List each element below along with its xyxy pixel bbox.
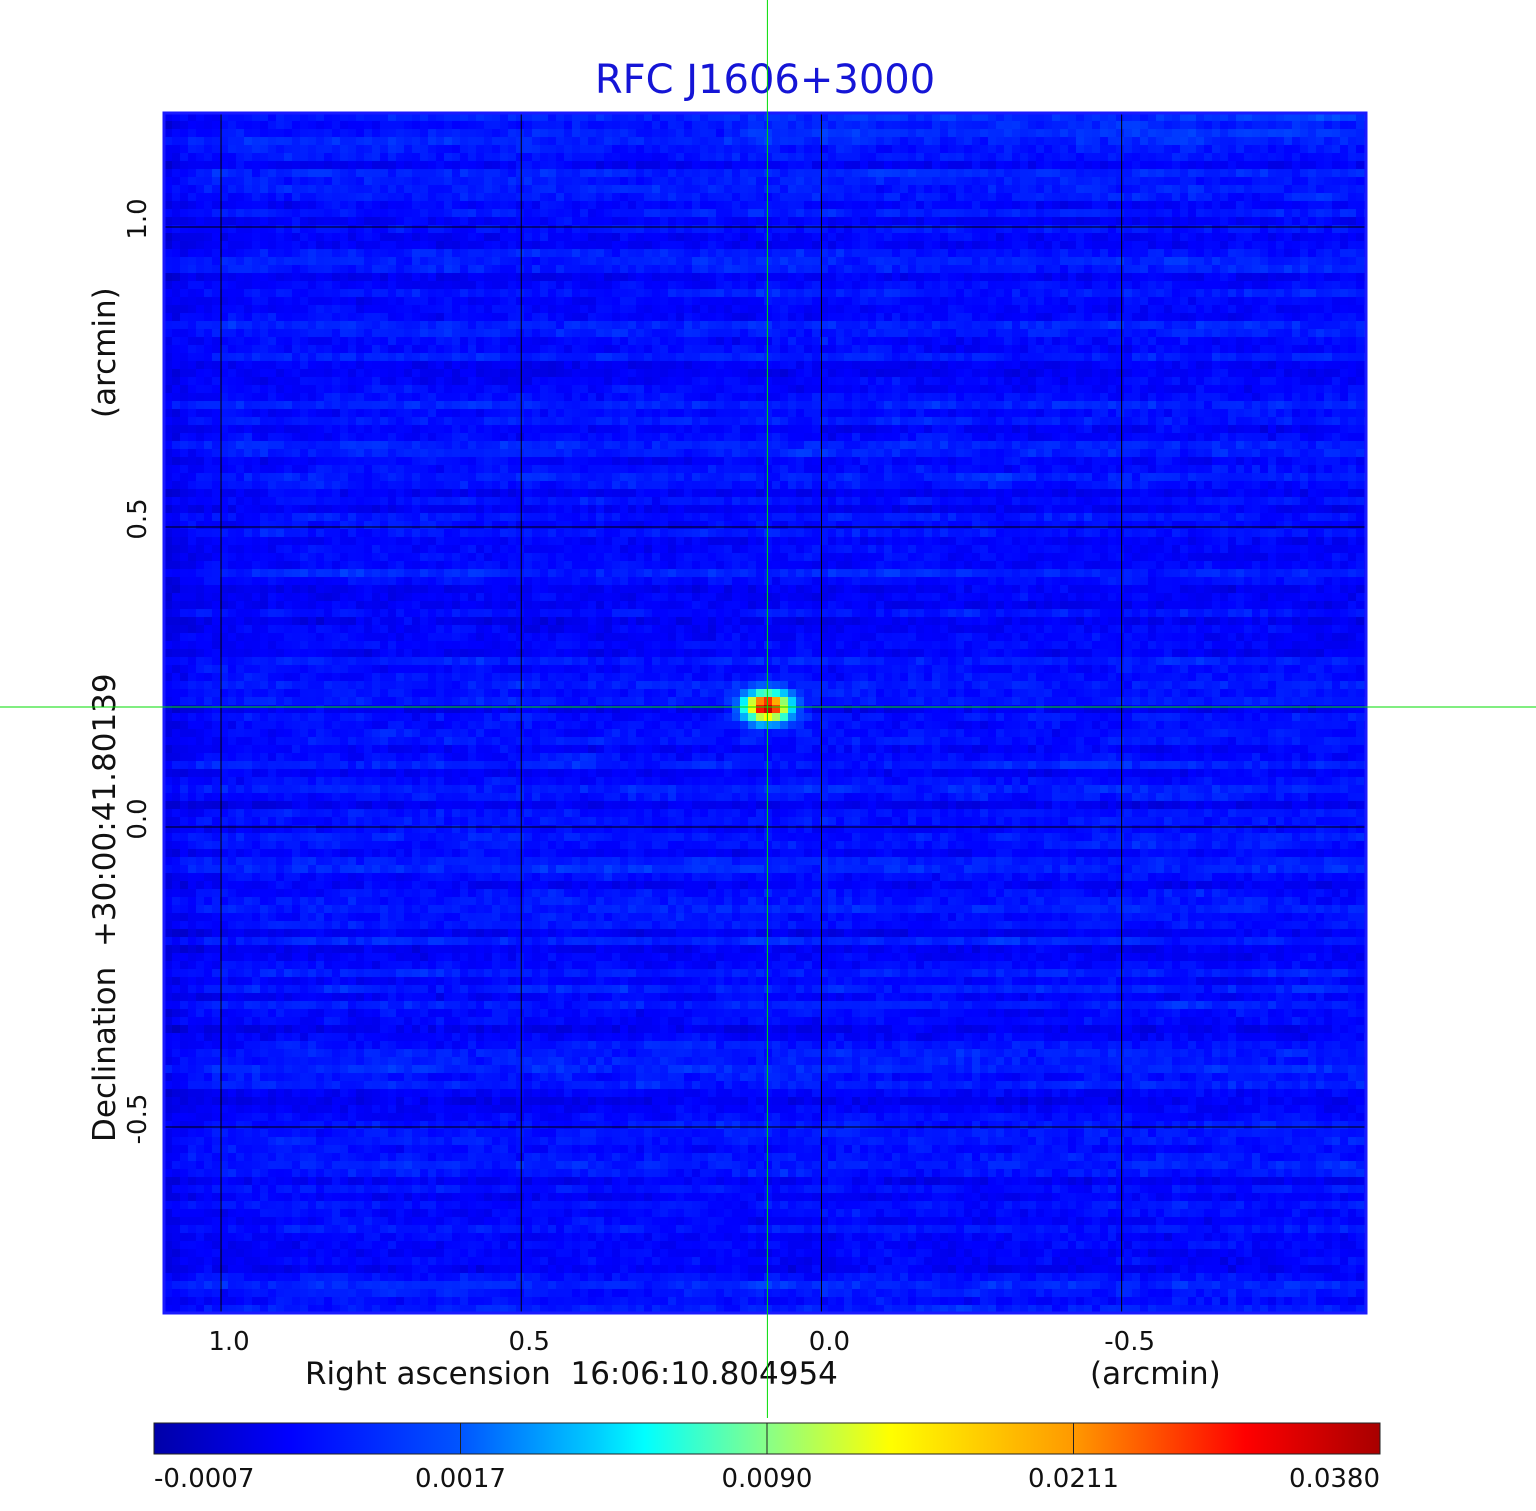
colorbar-tick-label: 0.0380: [1289, 1464, 1380, 1494]
colorbar-tick-labels: -0.0007 0.0017 0.0090 0.0211 0.0380: [153, 1423, 1381, 1494]
colorbar-tick-label: -0.0007: [154, 1464, 254, 1494]
y-tick-label: 0.0: [123, 798, 153, 839]
intensity-map: [164, 113, 1367, 1314]
y-axis-unit: (arcmin): [87, 287, 123, 418]
chart-title: RFC J1606+3000: [595, 57, 935, 103]
y-tick-label: 0.5: [123, 498, 153, 539]
plot-frame: [162, 111, 1368, 1315]
y-tick-label: -0.5: [123, 1094, 153, 1145]
coordinate-grid: [164, 113, 1366, 1313]
y-axis-label: Declination +30:00:41.80139: [87, 673, 123, 1142]
x-tick-label: -0.5: [1104, 1327, 1155, 1357]
colorbar-tick-label: 0.0211: [1028, 1464, 1119, 1494]
x-tick-labels: 1.0 0.5 0.0 -0.5: [208, 1327, 1155, 1357]
y-tick-label: 1.0: [123, 198, 153, 239]
source-crosshair: [0, 0, 1536, 1418]
x-axis-label: Right ascension 16:06:10.804954: [305, 1356, 838, 1392]
colorbar-tick-label: 0.0017: [415, 1464, 506, 1494]
x-tick-label: 0.5: [509, 1327, 550, 1357]
x-tick-label: 1.0: [208, 1327, 249, 1357]
colorbar-tick-label: 0.0090: [722, 1464, 813, 1494]
x-axis-unit: (arcmin): [1090, 1356, 1221, 1392]
y-tick-labels: 1.0 0.5 0.0 -0.5: [123, 198, 153, 1144]
x-tick-label: 0.0: [809, 1327, 850, 1357]
